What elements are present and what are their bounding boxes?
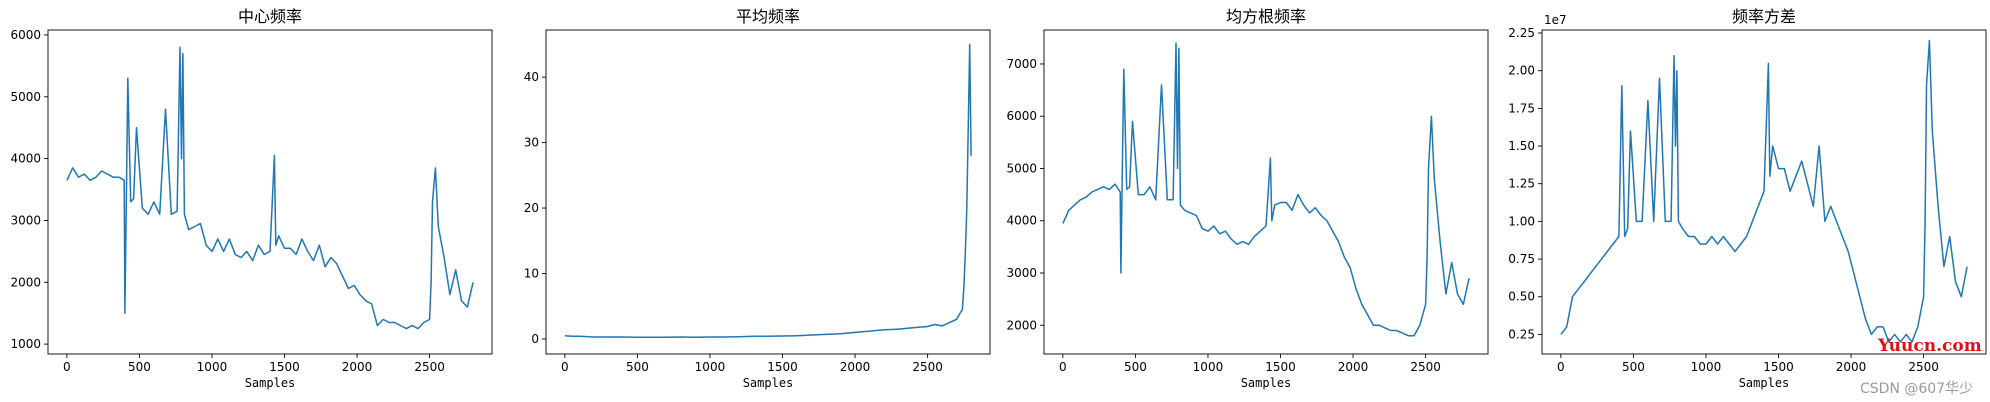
x-tick-label: 500 (1124, 360, 1147, 374)
y-tick-label: 6000 (1006, 109, 1037, 123)
chart-title: 频率方差 (1732, 7, 1796, 26)
axes-frame (47, 29, 493, 355)
subplot-frequency-variance: 0 500 1000 1500 2000 2500 0.25 0.50 0.75 1.00 1.25… (1508, 7, 1987, 390)
subplot-center-frequency: 0 500 1000 1500 2000 2500 1000 2000 3000 4000 5000… (10, 7, 493, 390)
y-tick-label: 2.25 (1508, 26, 1535, 40)
series-line (66, 46, 474, 330)
x-tick-label: 1500 (767, 360, 798, 374)
x-tick-label: 2000 (1836, 360, 1867, 374)
subplot-rms-frequency: 0 500 1000 1500 2000 2500 2000 3000 4000 5000 6000… (1006, 7, 1489, 390)
chart-title: 中心频率 (238, 7, 302, 26)
y-tick-label: 4000 (10, 152, 41, 166)
x-tick-label: 1000 (1193, 360, 1224, 374)
watermark-site: Yuucn.com (1878, 336, 1982, 356)
chart-title: 平均频率 (736, 7, 800, 26)
x-tick-label: 1500 (1763, 360, 1794, 374)
y-tick-label: 0.50 (1508, 290, 1535, 304)
x-tick-label: 500 (626, 360, 649, 374)
y-tick-label: 2.00 (1508, 64, 1535, 78)
x-tick-label: 0 (1059, 360, 1067, 374)
y-tick-label: 1.50 (1508, 139, 1535, 153)
x-tick-label: 500 (128, 360, 151, 374)
x-tick-label: 2000 (342, 360, 373, 374)
y-tick-label: 0.25 (1508, 327, 1535, 341)
x-axis-label: Samples (245, 376, 296, 390)
series-line (1560, 39, 1968, 343)
axes-frame (545, 29, 991, 355)
y-tick-label: 0 (531, 332, 539, 346)
y-tick-label: 3000 (10, 213, 41, 227)
y-tick-label: 1.75 (1508, 101, 1535, 115)
y-tick-label: 7000 (1006, 57, 1037, 71)
x-tick-label: 0 (1557, 360, 1565, 374)
y-tick-label: 6000 (10, 28, 41, 42)
series-line (564, 43, 972, 339)
y-tick-label: 20 (524, 201, 539, 215)
x-tick-label: 0 (561, 360, 569, 374)
series-line (1062, 42, 1470, 337)
chart-title: 均方根频率 (1226, 7, 1306, 26)
x-tick-label: 0 (63, 360, 71, 374)
y-tick-label: 3000 (1006, 266, 1037, 280)
axes-frame (1541, 29, 1987, 355)
y-tick-label: 30 (524, 136, 539, 150)
y-tick-label: 4000 (1006, 214, 1037, 228)
y-tick-label: 2000 (10, 275, 41, 289)
axes-frame (1043, 29, 1489, 355)
y-tick-label: 40 (524, 70, 539, 84)
x-tick-label: 2000 (840, 360, 871, 374)
y-tick-label: 0.75 (1508, 252, 1535, 266)
x-tick-label: 2500 (414, 360, 445, 374)
x-tick-label: 1000 (197, 360, 228, 374)
x-tick-label: 1500 (1265, 360, 1296, 374)
subplot-mean-frequency: 0 500 1000 1500 2000 2500 0 10 20 30 40 平均频率 Samples (524, 7, 991, 390)
x-tick-label: 500 (1622, 360, 1645, 374)
y-tick-label: 1000 (10, 337, 41, 351)
x-axis-label: Samples (743, 376, 794, 390)
y-tick-label: 5000 (10, 90, 41, 104)
x-tick-label: 1500 (269, 360, 300, 374)
x-axis-label: Samples (1739, 376, 1790, 390)
x-tick-label: 1000 (1691, 360, 1722, 374)
y-tick-label: 10 (524, 266, 539, 280)
x-tick-label: 2500 (912, 360, 943, 374)
x-tick-label: 2500 (1410, 360, 1441, 374)
x-tick-label: 2000 (1338, 360, 1369, 374)
x-axis-label: Samples (1241, 376, 1292, 390)
y-tick-label: 5000 (1006, 161, 1037, 175)
y-tick-label: 1.00 (1508, 214, 1535, 228)
x-tick-label: 1000 (695, 360, 726, 374)
y-offset-label: 1e7 (1544, 13, 1567, 27)
watermark-author: CSDN @607华少 (1860, 381, 1974, 397)
y-tick-label: 2000 (1006, 318, 1037, 332)
y-tick-label: 1.25 (1508, 177, 1535, 191)
x-tick-label: 2500 (1908, 360, 1939, 374)
